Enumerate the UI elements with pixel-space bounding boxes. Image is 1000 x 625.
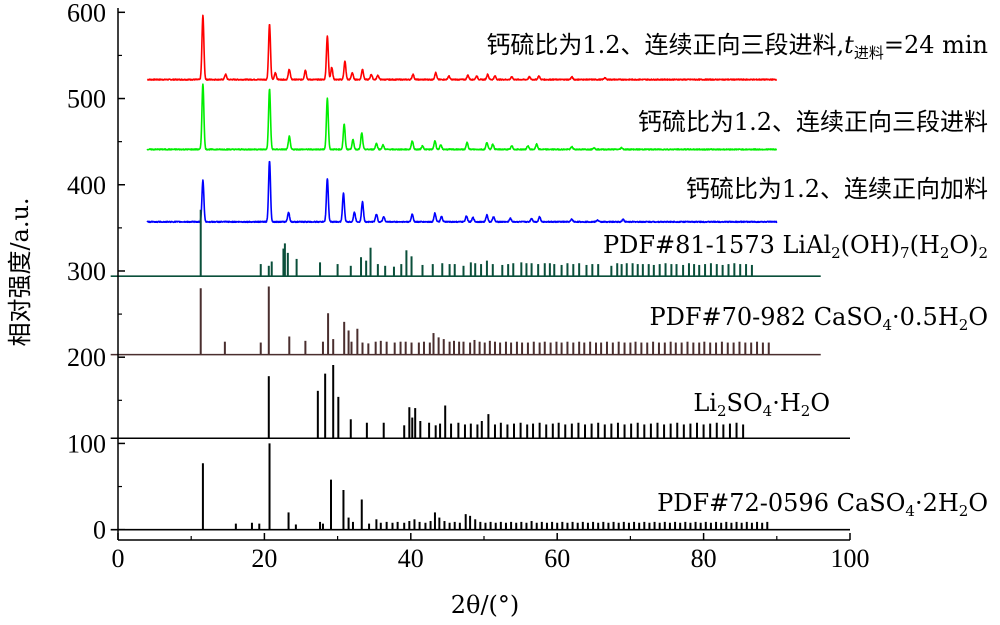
label-fragment: PDF#70-982 CaSO	[649, 303, 882, 331]
trace-label-3: PDF#81-1573 LiAl2(OH)7(H2O)2	[603, 231, 988, 262]
series-1	[146, 83, 778, 151]
y-tick-label: 300	[67, 257, 106, 286]
label-fragment: 2	[940, 244, 950, 262]
label-fragment: 4	[882, 316, 892, 334]
label-fragment: 2	[717, 402, 727, 420]
y-tick-label: 600	[67, 0, 106, 27]
label-fragment: 2	[959, 502, 969, 520]
series-3	[110, 209, 821, 277]
label-fragment: 2	[978, 244, 988, 262]
y-tick-label: 200	[67, 343, 106, 372]
label-fragment: O)	[949, 231, 978, 259]
series-5	[110, 364, 850, 440]
trace-label-4: PDF#70-982 CaSO4·0.5H2O	[649, 303, 988, 334]
label-fragment: (H	[910, 231, 940, 259]
series-line	[146, 160, 778, 224]
y-axis-title: 相对强度/a.u.	[6, 197, 34, 346]
label-fragment: ·0.5H	[892, 303, 959, 331]
label-fragment: ·2H	[915, 489, 959, 517]
x-tick-label: 40	[398, 544, 424, 573]
label-fragment: 钙硫比为1.2、连续正向三段进料,	[486, 31, 844, 59]
label-fragment: Li	[693, 389, 717, 417]
x-tick-label: 80	[691, 544, 717, 573]
label-fragment: 4	[905, 502, 915, 520]
label-fragment: 2	[959, 316, 969, 334]
x-axis-title: 2θ/(°)	[451, 591, 520, 619]
label-fragment: (OH)	[841, 231, 900, 259]
label-fragment: O	[968, 303, 988, 331]
label-fragment: O	[810, 389, 830, 417]
label-fragment: 2	[801, 402, 811, 420]
label-fragment: PDF#81-1573 LiAl	[603, 231, 831, 259]
label-fragment: 2	[831, 244, 841, 262]
series-4	[110, 286, 821, 356]
label-fragment: ·H	[772, 389, 801, 417]
label-fragment: SO	[727, 389, 763, 417]
label-fragment: =24 min	[884, 31, 988, 59]
traces-layer	[110, 14, 850, 531]
series-line	[146, 14, 778, 81]
y-tick-label: 0	[93, 516, 106, 545]
label-fragment: 4	[763, 402, 773, 420]
label-fragment: O	[968, 489, 988, 517]
series-0	[146, 14, 778, 81]
trace-label-2: 钙硫比为1.2、连续正向加料	[686, 175, 988, 203]
axes-layer: 0 20 40 60 80 100 0 100 200 300 400 500 600	[67, 0, 870, 573]
trace-label-0: 钙硫比为1.2、连续正向三段进料,t进料=24 min	[486, 31, 988, 62]
y-tick-label: 500	[67, 85, 106, 114]
x-tick-label: 100	[831, 544, 870, 573]
trace-label-6: PDF#72-0596 CaSO4·2H2O	[657, 489, 988, 520]
trace-label-5: Li2SO4·H2O	[693, 389, 830, 420]
series-2	[146, 160, 778, 224]
y-tick-label: 400	[67, 171, 106, 200]
series-line	[146, 83, 778, 151]
trace-labels-layer: 钙硫比为1.2、连续正向三段进料,t进料=24 min钙硫比为1.2、连续正向三…	[486, 31, 988, 520]
x-tick-label: 60	[544, 544, 570, 573]
label-fragment: PDF#72-0596 CaSO	[657, 489, 905, 517]
series-6	[110, 443, 850, 531]
x-tick-label: 20	[251, 544, 277, 573]
label-fragment: 进料	[854, 44, 884, 62]
trace-label-1: 钙硫比为1.2、连续正向三段进料	[638, 108, 988, 136]
label-fragment: 7	[900, 244, 910, 262]
label-fragment: t	[844, 31, 854, 59]
y-tick-label: 100	[67, 429, 106, 458]
x-tick-label: 0	[112, 544, 125, 573]
